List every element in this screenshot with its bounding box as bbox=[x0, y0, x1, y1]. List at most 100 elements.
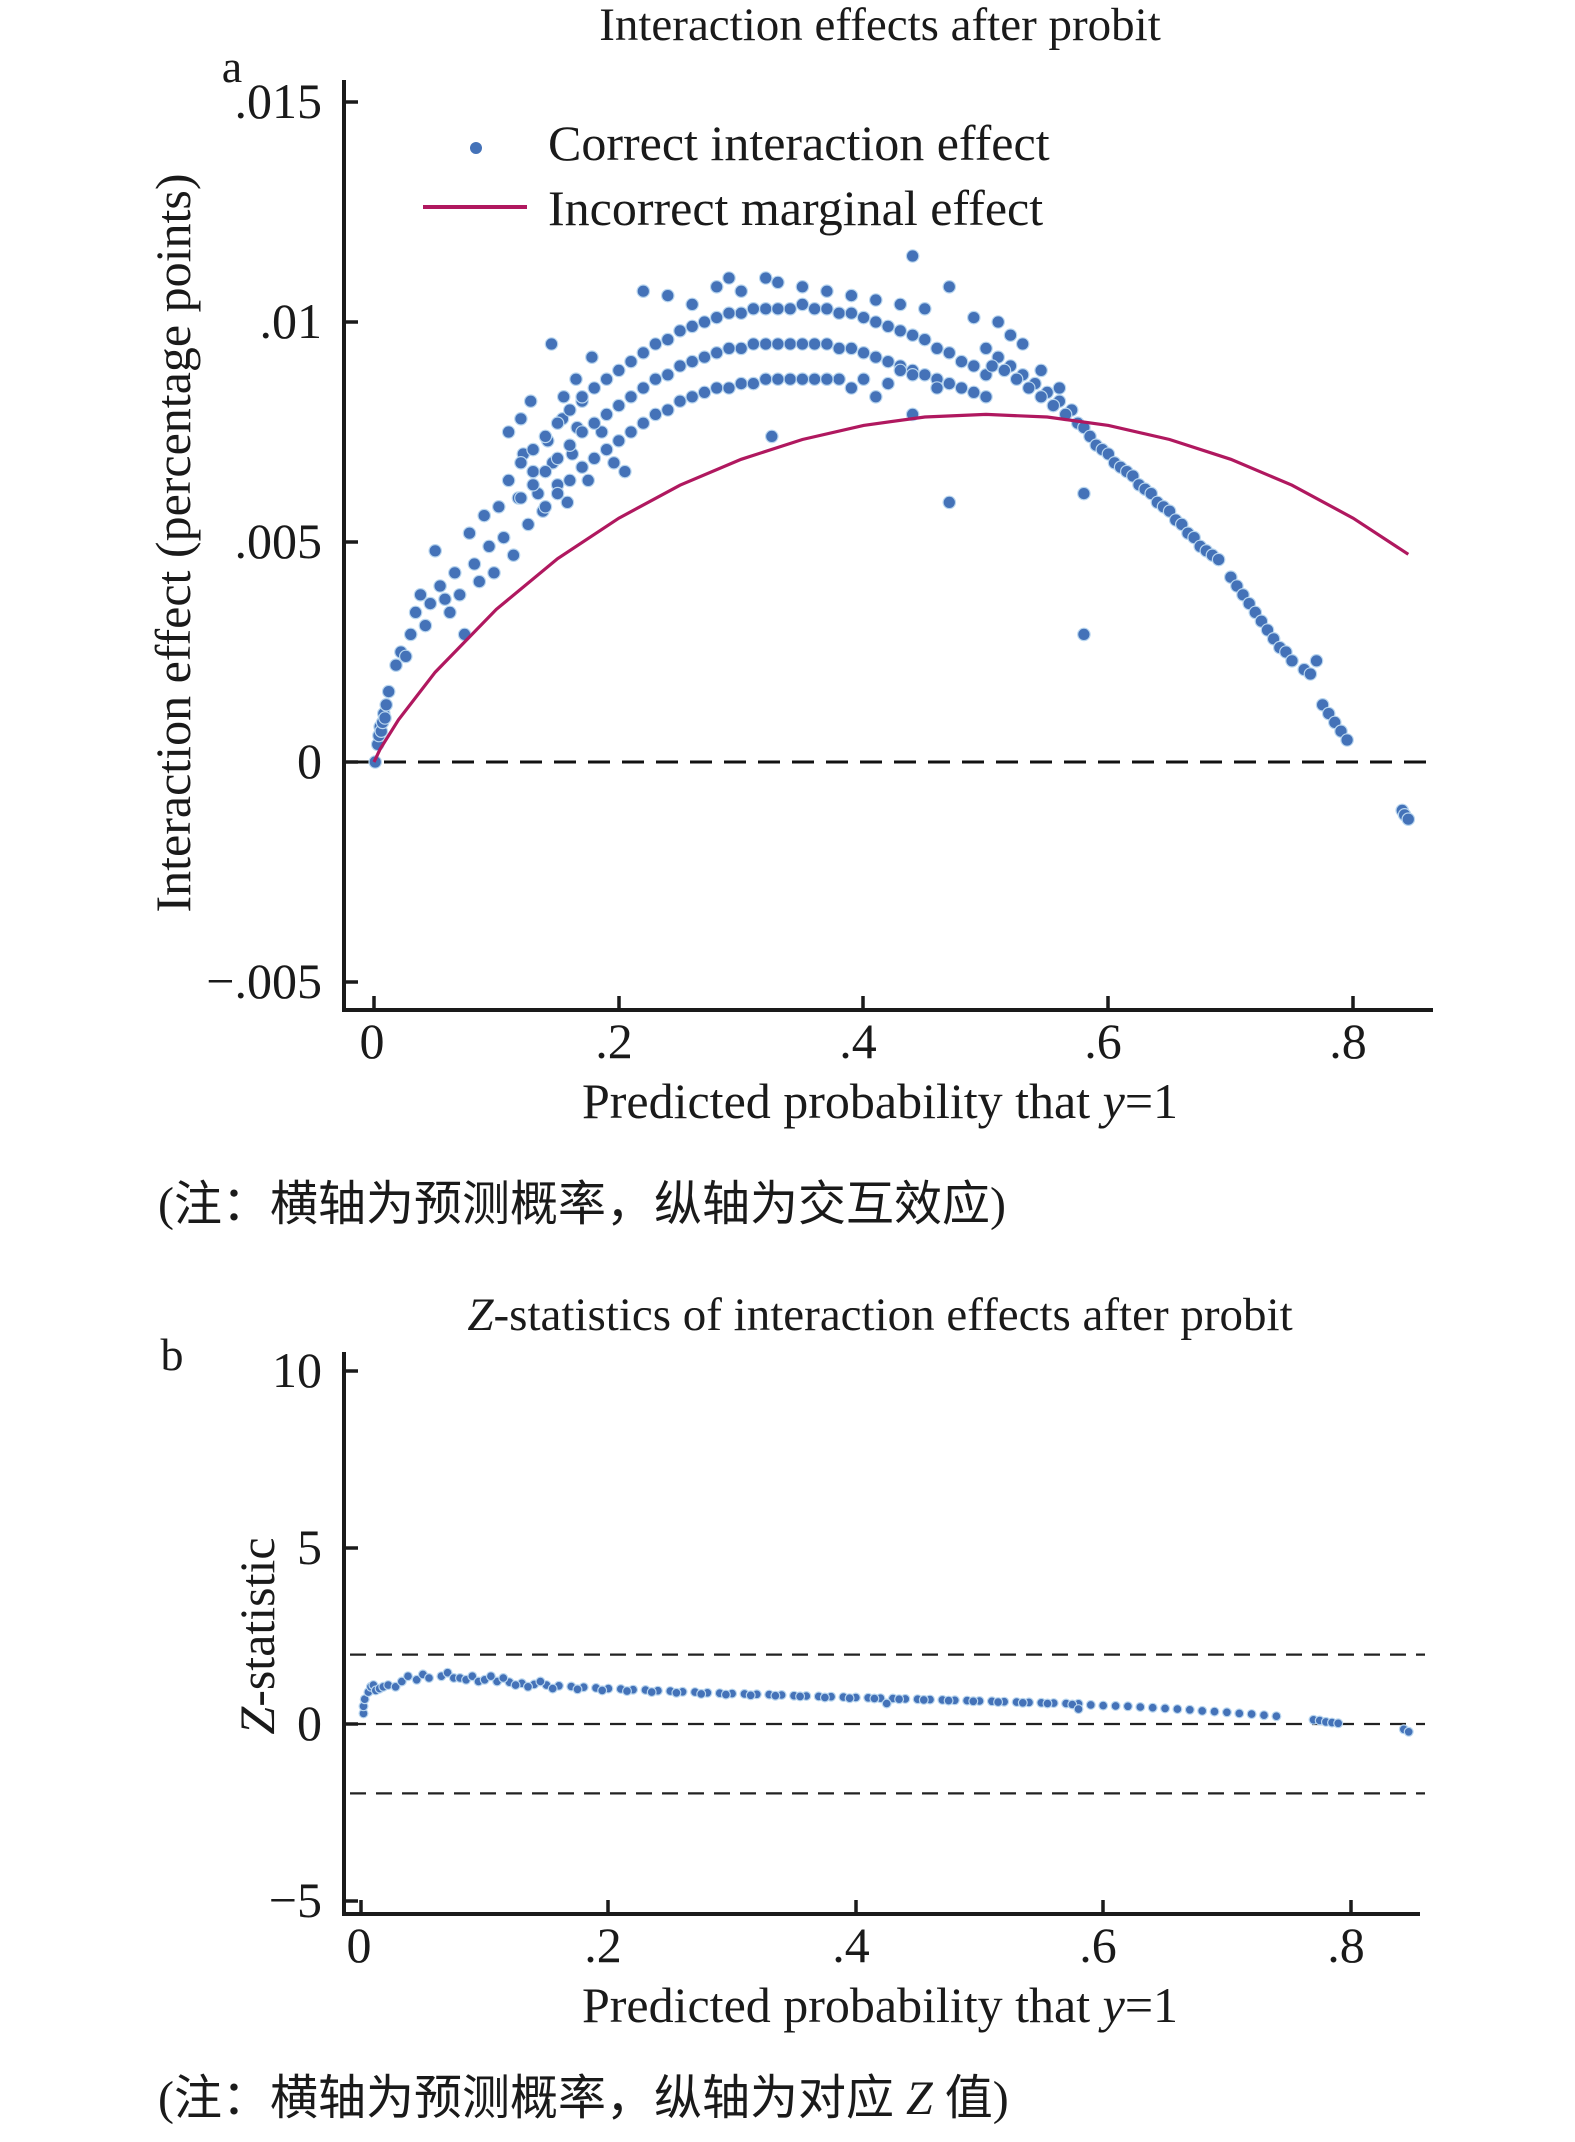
data-point bbox=[467, 557, 482, 571]
data-point bbox=[832, 306, 846, 320]
panel-a-legend: Correct interaction effect Incorrect mar… bbox=[423, 115, 1050, 236]
data-point bbox=[917, 367, 932, 382]
data-point bbox=[868, 315, 883, 329]
data-point bbox=[660, 332, 675, 347]
data-point bbox=[1022, 381, 1036, 395]
data-point bbox=[881, 1698, 892, 1709]
data-point bbox=[771, 337, 785, 351]
data-point bbox=[587, 451, 602, 466]
data-point bbox=[390, 1681, 401, 1692]
incorrect-marginal-effect-curve bbox=[372, 412, 1410, 763]
data-point bbox=[624, 425, 638, 439]
data-point bbox=[1309, 653, 1324, 668]
data-point bbox=[636, 345, 651, 360]
data-point bbox=[562, 403, 577, 417]
data-point bbox=[611, 398, 626, 413]
data-point bbox=[562, 438, 577, 452]
data-point bbox=[844, 381, 859, 395]
data-point bbox=[844, 1693, 855, 1704]
data-point bbox=[770, 1690, 781, 1701]
data-point bbox=[685, 319, 699, 334]
data-point bbox=[413, 587, 428, 602]
data-point bbox=[1209, 1706, 1220, 1717]
data-point bbox=[648, 337, 663, 351]
data-point bbox=[379, 697, 393, 712]
data-point bbox=[722, 341, 736, 356]
data-point bbox=[746, 376, 761, 391]
y-label-variable: Z bbox=[229, 1706, 285, 1735]
data-point bbox=[618, 464, 632, 479]
data-point bbox=[1271, 1711, 1282, 1722]
legend-scatter-marker bbox=[470, 142, 482, 154]
panel-b-y-ticks: 10 5 0 −5 bbox=[269, 1342, 358, 1928]
data-point bbox=[745, 1690, 756, 1701]
data-point bbox=[746, 337, 761, 351]
data-point bbox=[671, 1687, 682, 1698]
data-point bbox=[424, 1672, 435, 1683]
data-point bbox=[819, 1692, 830, 1703]
data-point bbox=[594, 425, 609, 439]
data-point bbox=[1085, 1699, 1096, 1710]
data-point bbox=[1211, 552, 1226, 567]
data-point bbox=[917, 332, 932, 347]
data-point bbox=[562, 473, 577, 488]
data-point bbox=[485, 1671, 496, 1682]
data-point bbox=[942, 376, 957, 391]
data-point bbox=[673, 394, 687, 408]
data-point bbox=[1098, 1700, 1109, 1711]
data-point bbox=[734, 306, 748, 320]
panel-b-x-ticks: 0 .2 .4 .6 .8 bbox=[347, 1900, 1365, 1973]
data-point bbox=[443, 605, 457, 620]
data-point bbox=[966, 385, 981, 400]
data-point bbox=[722, 381, 736, 395]
caption-variable: Z bbox=[906, 2072, 934, 2125]
x-label-variable: y bbox=[1098, 1977, 1126, 2033]
data-point bbox=[569, 372, 583, 386]
panel-b-title: Z-statistics of interaction effects afte… bbox=[467, 1289, 1292, 1341]
panel-a-caption: (注：横轴为预测概率，纵轴为交互效应) bbox=[158, 1178, 1006, 1231]
data-point bbox=[979, 341, 993, 356]
data-point bbox=[856, 372, 871, 386]
data-point bbox=[783, 372, 797, 386]
data-point bbox=[869, 1693, 880, 1704]
data-point bbox=[979, 389, 993, 404]
data-point bbox=[758, 301, 773, 316]
data-point bbox=[758, 271, 773, 285]
x-label-suffix: =1 bbox=[1125, 1073, 1178, 1129]
title-text: -statistics of interaction effects after… bbox=[494, 1289, 1293, 1341]
data-point bbox=[734, 376, 748, 391]
x-label-variable: y bbox=[1098, 1073, 1126, 1129]
data-point bbox=[514, 491, 528, 505]
data-point bbox=[1184, 1704, 1195, 1715]
data-point bbox=[771, 301, 785, 316]
y-tick-label: 0 bbox=[297, 733, 322, 789]
scatter-series bbox=[358, 1667, 1414, 1737]
x-tick-label: .2 bbox=[595, 1013, 633, 1069]
data-point bbox=[408, 605, 423, 620]
data-point bbox=[381, 684, 396, 699]
panel-a-plot-area bbox=[350, 249, 1433, 826]
data-point bbox=[881, 376, 895, 391]
data-point bbox=[396, 1676, 407, 1687]
y-tick-label: .005 bbox=[235, 513, 323, 569]
panel-a: Interaction effects after probit a Inter… bbox=[145, 0, 1433, 1231]
data-point bbox=[844, 306, 859, 320]
data-point bbox=[433, 579, 447, 593]
panel-b-plot-area bbox=[350, 1653, 1425, 1795]
data-point bbox=[709, 381, 724, 395]
panel-a-x-axis-label: Predicted probability that y=1 bbox=[582, 1073, 1178, 1129]
data-point bbox=[1042, 1698, 1053, 1709]
data-point bbox=[607, 455, 621, 470]
data-point bbox=[575, 425, 589, 439]
data-point bbox=[660, 403, 675, 417]
data-point bbox=[993, 1697, 1004, 1708]
data-point bbox=[783, 337, 797, 351]
panel-b-caption: (注：横轴为预测概率，纵轴为对应 Z 值) bbox=[158, 2072, 1009, 2125]
data-point bbox=[447, 565, 462, 580]
data-point bbox=[556, 389, 571, 404]
data-point bbox=[807, 301, 822, 316]
data-point bbox=[673, 359, 687, 373]
data-point bbox=[514, 455, 528, 470]
legend-label-incorrect-marginal: Incorrect marginal effect bbox=[548, 180, 1043, 236]
data-point bbox=[942, 279, 957, 294]
